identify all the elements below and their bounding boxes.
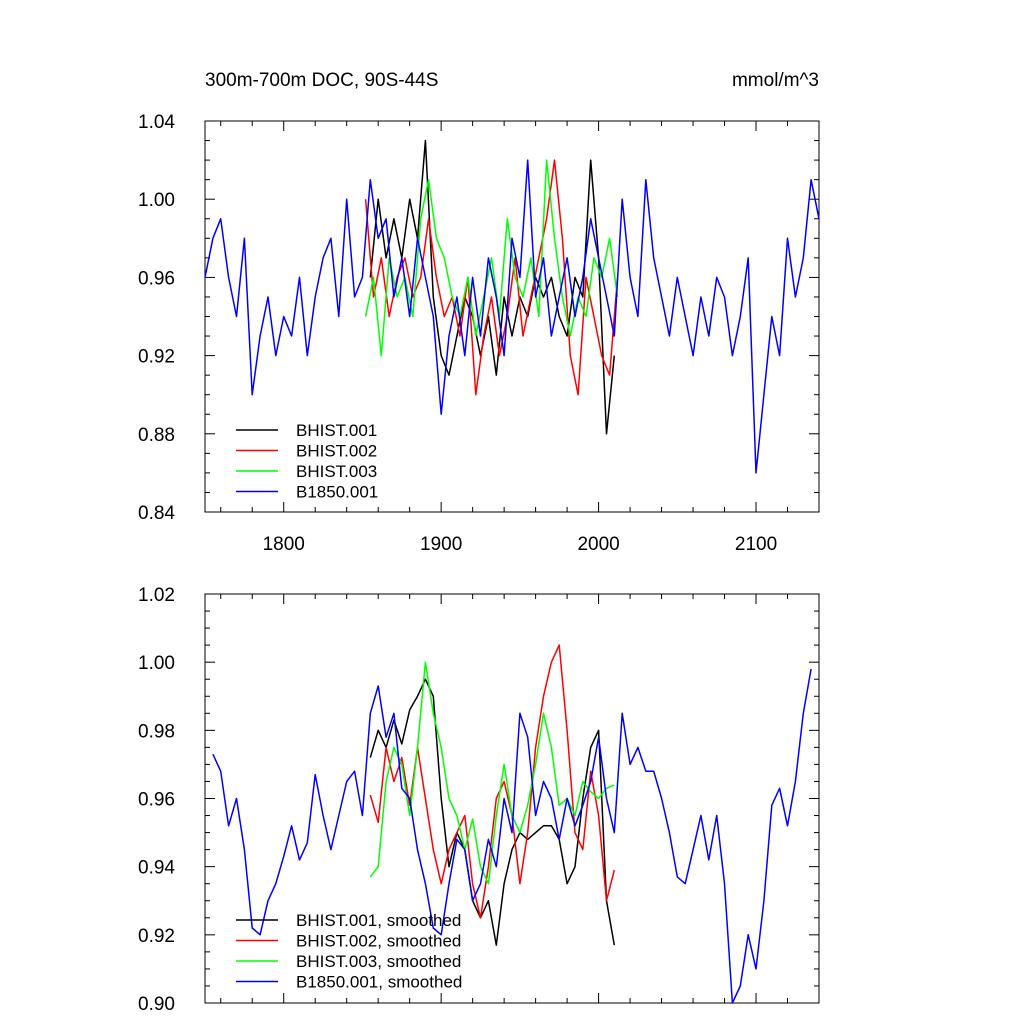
y-tick-label: 0.94 (138, 858, 175, 879)
series-line-bhist-001 (369, 139, 616, 435)
y-tick-label: 0.96 (138, 268, 175, 289)
y-tick-label: 1.04 (138, 112, 175, 133)
series-line-b1850-001-smoothed (212, 668, 812, 1004)
legend-label: BHIST.001 (296, 421, 377, 440)
series-line-bhist-002 (364, 159, 619, 396)
y-tick-label: 1.00 (138, 190, 175, 211)
series-line-b1850-001 (204, 159, 820, 474)
legend-label: B1850.001, smoothed (296, 973, 462, 992)
series-line-bhist-003 (364, 159, 619, 357)
series-line-bhist-001-smoothed (369, 678, 616, 946)
x-tick-label: 2000 (577, 534, 619, 555)
y-tick-label: 0.98 (138, 721, 175, 742)
y-tick-label: 0.88 (138, 425, 175, 446)
x-tick-label: 2100 (735, 534, 777, 555)
series-line-bhist-002-smoothed (369, 644, 616, 919)
y-tick-label: 0.92 (138, 347, 175, 368)
legend-label: BHIST.002 (296, 442, 377, 461)
x-tick-label: 1900 (420, 534, 462, 555)
y-tick-label: 0.92 (138, 926, 175, 947)
y-tick-label: 0.84 (138, 503, 175, 524)
y-tick-label: 1.00 (138, 653, 175, 674)
legend-label: B1850.001 (296, 483, 378, 502)
chart-units: mmol/m^3 (732, 70, 819, 91)
legend-label: BHIST.001, smoothed (296, 911, 461, 930)
y-tick-label: 1.02 (138, 585, 175, 606)
legend-label: BHIST.003 (296, 462, 377, 481)
y-tick-label: 0.90 (138, 994, 175, 1015)
legend-label: BHIST.002, smoothed (296, 932, 461, 951)
y-tick-label: 0.96 (138, 790, 175, 811)
legend-label: BHIST.003, smoothed (296, 952, 461, 971)
x-tick-label: 1800 (263, 534, 305, 555)
chart-title: 300m-700m DOC, 90S-44S (205, 70, 438, 91)
